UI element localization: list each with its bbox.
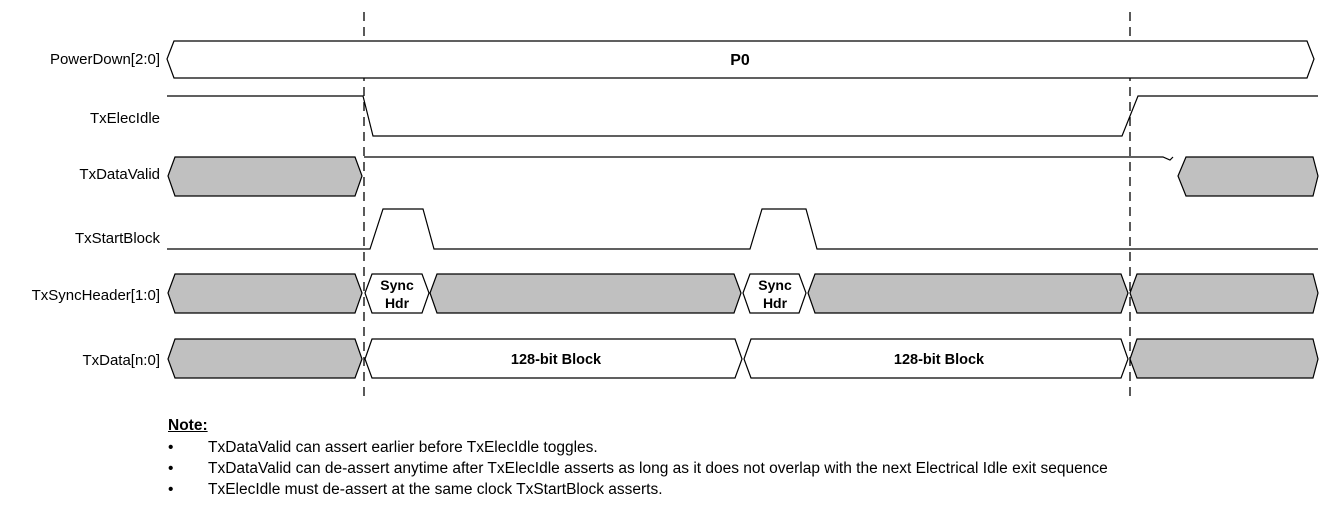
- txsyncheader-unknown-right-b: [1129, 273, 1319, 314]
- powerdown-state: P0: [730, 52, 750, 69]
- note-text: TxDataValid can de-assert anytime after …: [208, 460, 1108, 477]
- sync-hdr-1-line2: Hdr: [385, 295, 410, 311]
- bullet-icon: •: [168, 439, 174, 456]
- bullet-icon: •: [168, 460, 174, 477]
- txsyncheader-unknown-middle: [429, 273, 742, 314]
- sync-hdr-2-line1: Sync: [758, 277, 792, 293]
- notes-section: Note: • TxDataValid can assert earlier b…: [168, 415, 1108, 500]
- txdata-block-2: [743, 338, 1129, 379]
- txdata-unknown-left: [167, 338, 363, 379]
- signal-label-txsyncheader: TxSyncHeader[1:0]: [32, 287, 160, 304]
- notes-title: Note:: [168, 417, 208, 434]
- txsyncheader-unknown-left: [167, 273, 363, 314]
- note-text: TxDataValid can assert earlier before Tx…: [208, 439, 598, 456]
- txdata-block-1: [364, 338, 743, 379]
- sync-hdr-2-line2: Hdr: [763, 295, 788, 311]
- signal-label-txelecidle: TxElecIdle: [90, 110, 160, 127]
- txstartblock-waveform: [167, 208, 1318, 250]
- note-text: TxElecIdle must de-assert at the same cl…: [208, 481, 663, 498]
- signal-label-txdata: TxData[n:0]: [82, 352, 160, 369]
- txdatavalid-unknown-left: [167, 156, 363, 197]
- note-item: • TxDataValid can de-assert anytime afte…: [168, 458, 1108, 479]
- txdata-unknown-right: [1129, 338, 1319, 379]
- note-item: • TxElecIdle must de-assert at the same …: [168, 479, 1108, 500]
- signal-label-powerdown: PowerDown[2:0]: [50, 51, 160, 68]
- signal-label-txstartblock: TxStartBlock: [75, 230, 161, 247]
- notes-list: • TxDataValid can assert earlier before …: [168, 437, 1108, 500]
- bullet-icon: •: [168, 481, 174, 498]
- txsyncheader-unknown-right-a: [807, 273, 1129, 314]
- txdatavalid-unknown-right: [1177, 156, 1319, 197]
- txsyncheader-sync-hdr-1: [364, 273, 430, 314]
- note-item: • TxDataValid can assert earlier before …: [168, 437, 1108, 458]
- txdatavalid-high-line: [364, 156, 1174, 161]
- sync-hdr-1-line1: Sync: [380, 277, 414, 293]
- txelecidle-waveform: [167, 95, 1318, 137]
- txdata-block-1-label: 128-bit Block: [511, 352, 602, 368]
- powerdown-bus: [166, 40, 1315, 79]
- signal-label-txdatavalid: TxDataValid: [79, 166, 160, 183]
- txdata-block-2-label: 128-bit Block: [894, 352, 985, 368]
- txsyncheader-sync-hdr-2: [742, 273, 807, 314]
